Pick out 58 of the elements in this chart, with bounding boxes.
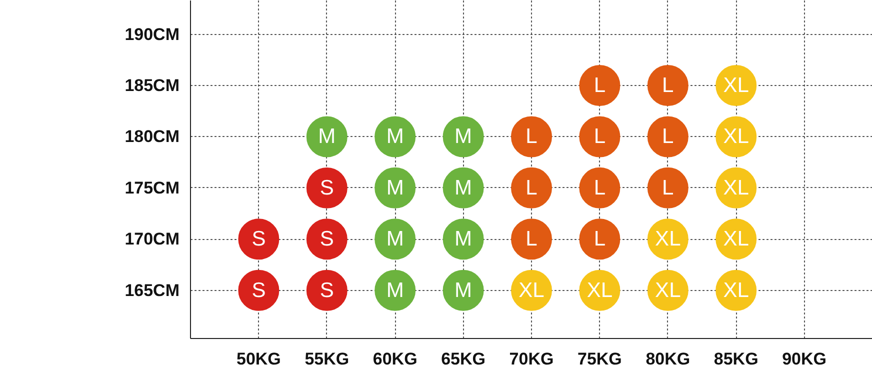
text: L xyxy=(662,125,674,148)
text: L xyxy=(594,228,606,251)
y-tick-label: 170CM xyxy=(124,230,180,249)
text: M xyxy=(454,125,472,148)
x-tick-label: 60KG xyxy=(372,350,418,368)
text: S xyxy=(252,278,266,302)
point xyxy=(647,167,688,208)
y-tick-label: 175CM xyxy=(124,178,180,198)
point xyxy=(511,218,552,260)
text: M xyxy=(386,176,404,200)
text: L xyxy=(594,176,606,200)
series-label: XL xyxy=(655,228,681,251)
text: S xyxy=(252,228,266,251)
point xyxy=(579,65,620,106)
y-tick-label: 185CM xyxy=(124,76,180,96)
text: M xyxy=(386,278,404,302)
text: S xyxy=(320,176,334,200)
text: M xyxy=(318,125,336,148)
text: XL xyxy=(723,228,749,251)
text: XL xyxy=(723,125,749,148)
point xyxy=(579,167,620,208)
point xyxy=(647,116,688,158)
text: L xyxy=(662,176,674,200)
series-label: M xyxy=(386,125,404,148)
point xyxy=(579,116,620,158)
text: L xyxy=(594,125,606,148)
series-label: L xyxy=(526,125,538,148)
x-tick-label: 65KG xyxy=(441,350,486,368)
text: XL xyxy=(723,74,749,98)
point xyxy=(579,218,620,260)
text: L xyxy=(526,176,538,200)
text: XL xyxy=(655,278,681,302)
x-tick-label: 50KG xyxy=(236,350,281,368)
x-tick-label: 55KG xyxy=(304,350,350,368)
point xyxy=(511,167,552,208)
y-tick-label: 190CM xyxy=(124,24,180,44)
x-tick-label: 80KG xyxy=(646,350,690,368)
point xyxy=(647,65,688,106)
x-tick-label: 75KG xyxy=(577,350,622,368)
x-tick-label: 90KG xyxy=(782,350,827,368)
text: S xyxy=(320,228,334,251)
point xyxy=(511,116,552,158)
y-tick-label: 180CM xyxy=(124,127,180,146)
text: M xyxy=(454,176,472,200)
x-tick-label: 85KG xyxy=(714,350,758,368)
text: L xyxy=(662,74,674,98)
text: XL xyxy=(586,278,613,302)
text: L xyxy=(594,74,606,98)
text: XL xyxy=(723,278,749,302)
series-label: S xyxy=(320,278,334,302)
text: XL xyxy=(518,278,544,302)
text: XL xyxy=(723,176,749,200)
text: M xyxy=(386,228,404,251)
y-tick-label: 165CM xyxy=(124,280,180,300)
text: M xyxy=(454,278,472,302)
text: M xyxy=(454,228,472,251)
x-tick-label: 70KG xyxy=(509,350,554,368)
text: L xyxy=(526,228,538,251)
